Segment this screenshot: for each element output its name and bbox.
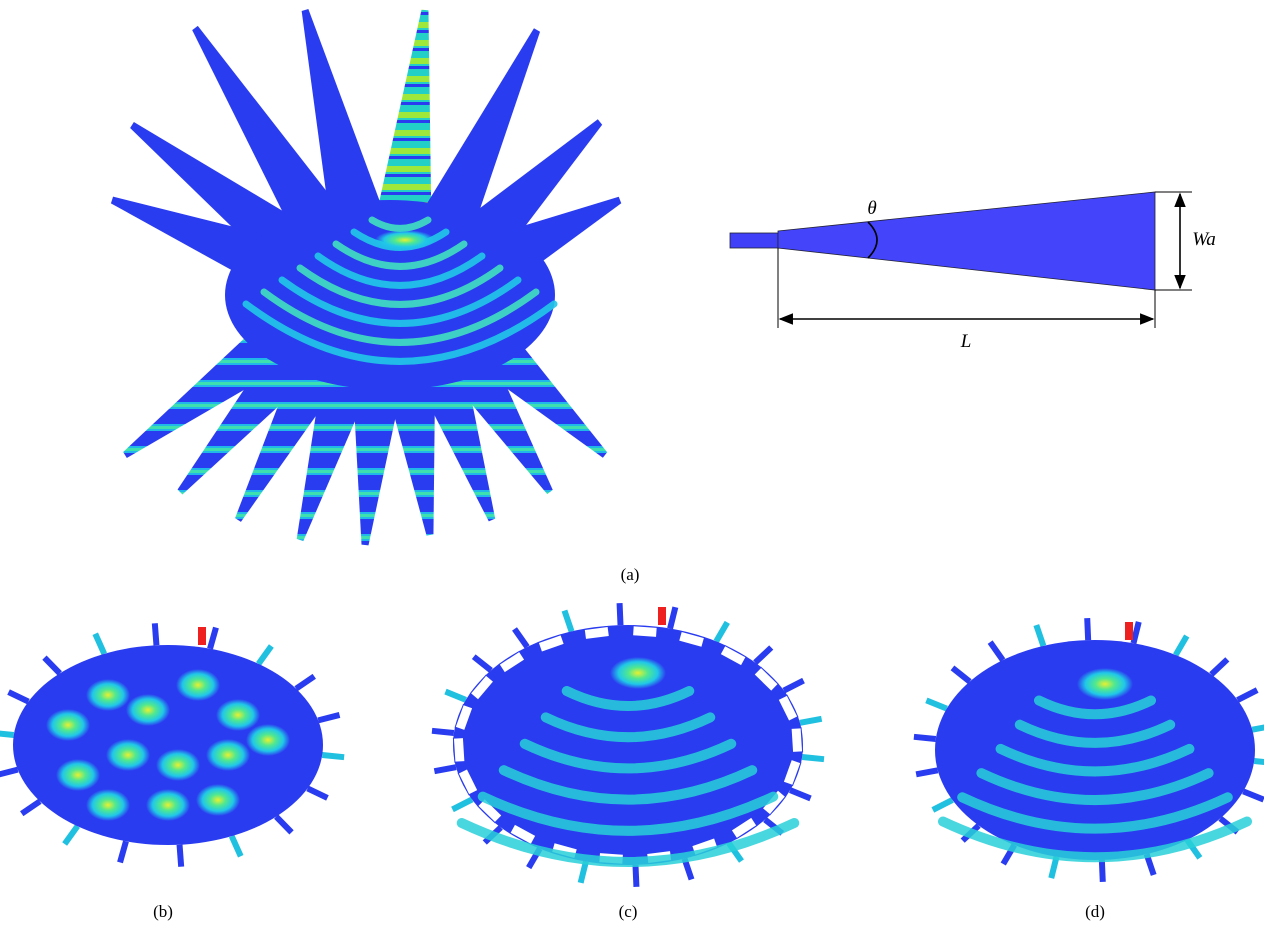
stub xyxy=(790,790,810,798)
stub xyxy=(755,648,771,663)
stub xyxy=(916,770,938,774)
horn xyxy=(376,10,432,224)
field-lobe xyxy=(126,694,170,726)
field-lobe xyxy=(176,669,220,701)
stub xyxy=(322,755,344,757)
stub xyxy=(800,719,822,723)
stub xyxy=(990,642,1003,660)
stub xyxy=(180,845,182,867)
angle-label: θ xyxy=(867,198,876,219)
stub xyxy=(620,603,621,625)
field-plot-d xyxy=(914,618,1264,882)
hotspot xyxy=(1077,668,1133,700)
hotspot xyxy=(610,657,666,689)
stub xyxy=(44,658,59,674)
field-lobe xyxy=(106,739,150,771)
stub xyxy=(1176,636,1187,655)
field-lobe xyxy=(196,784,240,816)
stub xyxy=(1051,857,1056,878)
field-lobe xyxy=(86,789,130,821)
field-lobe xyxy=(46,709,90,741)
slot xyxy=(791,728,802,753)
stub xyxy=(635,865,636,887)
slot xyxy=(633,626,658,638)
stub xyxy=(474,657,491,671)
stub xyxy=(784,681,804,691)
panel-label: (d) xyxy=(1085,902,1105,921)
field-lobe xyxy=(146,789,190,821)
stub xyxy=(515,629,528,647)
field-lobe xyxy=(246,724,290,756)
taper-diagram: θ Wa L xyxy=(730,192,1216,352)
stub xyxy=(0,733,14,735)
field-lobe xyxy=(156,749,200,781)
hotspot xyxy=(375,230,435,250)
field-lobe xyxy=(206,739,250,771)
field-lobe xyxy=(216,699,260,731)
stub xyxy=(1102,860,1103,882)
stub xyxy=(155,623,157,645)
stub xyxy=(65,826,78,844)
width-label: Wa xyxy=(1192,229,1216,250)
feed xyxy=(1125,622,1133,640)
stub xyxy=(259,646,272,664)
stub xyxy=(296,676,314,688)
panel-label: (a) xyxy=(621,565,640,584)
field-plot-c xyxy=(432,603,824,887)
stub xyxy=(0,770,18,775)
stub xyxy=(716,622,727,641)
stub xyxy=(1211,659,1227,674)
field-plot-b xyxy=(0,623,344,866)
field-lobe xyxy=(86,679,130,711)
feed xyxy=(658,607,666,625)
stub xyxy=(318,715,339,720)
stub xyxy=(232,836,241,856)
stub xyxy=(9,692,29,702)
stub xyxy=(1252,726,1264,730)
stub xyxy=(670,607,675,628)
field-lobe xyxy=(56,759,100,791)
stub xyxy=(1254,761,1264,763)
stub xyxy=(1238,690,1258,700)
stub xyxy=(22,801,40,813)
stub xyxy=(564,611,571,632)
stub xyxy=(1243,791,1263,799)
feed-line xyxy=(730,233,778,248)
slot xyxy=(453,738,464,763)
feed xyxy=(198,627,206,645)
field-plot-a xyxy=(111,9,621,545)
stub xyxy=(452,799,472,809)
stub xyxy=(210,628,216,649)
stub xyxy=(445,692,465,700)
panel-label: (c) xyxy=(619,902,638,921)
page: θ Wa L (a) (b) (c) (d) (() => { const da… xyxy=(0,0,1264,928)
stub xyxy=(120,841,126,862)
stub xyxy=(276,817,291,833)
stub xyxy=(1133,622,1138,643)
stub xyxy=(914,737,936,739)
panel-label: (b) xyxy=(153,902,173,921)
stub xyxy=(95,634,104,654)
stub xyxy=(802,757,824,759)
stub xyxy=(1036,625,1043,646)
stub xyxy=(933,800,953,810)
stub xyxy=(432,731,454,733)
stub xyxy=(581,861,586,882)
stub xyxy=(434,767,456,771)
stub xyxy=(952,668,969,682)
figure: θ Wa L (a) (b) (c) (d) xyxy=(0,0,1264,928)
length-label: L xyxy=(960,331,972,352)
stub xyxy=(926,700,946,708)
stub xyxy=(308,788,328,798)
stub xyxy=(1087,618,1088,640)
taper xyxy=(778,192,1155,290)
